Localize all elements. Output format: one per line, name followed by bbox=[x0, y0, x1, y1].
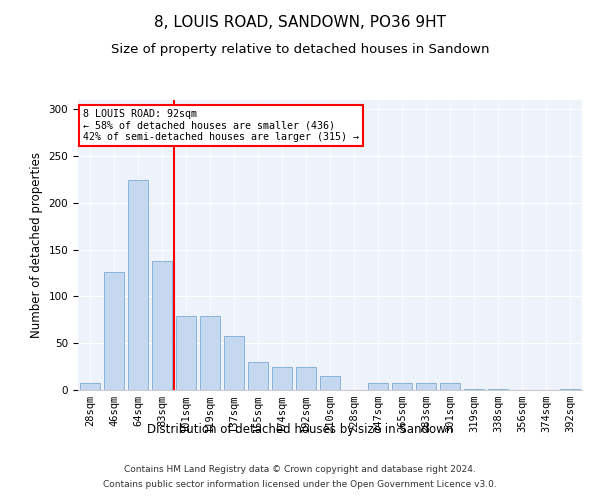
Bar bbox=[200, 316, 220, 390]
Bar bbox=[560, 389, 580, 390]
Text: Distribution of detached houses by size in Sandown: Distribution of detached houses by size … bbox=[147, 422, 453, 436]
Y-axis label: Number of detached properties: Number of detached properties bbox=[30, 152, 43, 338]
Text: Size of property relative to detached houses in Sandown: Size of property relative to detached ho… bbox=[111, 42, 489, 56]
Bar bbox=[272, 366, 292, 390]
Bar bbox=[464, 389, 484, 390]
Bar bbox=[152, 261, 172, 390]
Bar bbox=[80, 382, 100, 390]
Bar bbox=[368, 382, 388, 390]
Text: Contains public sector information licensed under the Open Government Licence v3: Contains public sector information licen… bbox=[103, 480, 497, 489]
Bar bbox=[488, 389, 508, 390]
Bar bbox=[320, 376, 340, 390]
Bar bbox=[248, 362, 268, 390]
Bar bbox=[128, 180, 148, 390]
Bar bbox=[416, 382, 436, 390]
Text: Contains HM Land Registry data © Crown copyright and database right 2024.: Contains HM Land Registry data © Crown c… bbox=[124, 465, 476, 474]
Text: 8 LOUIS ROAD: 92sqm
← 58% of detached houses are smaller (436)
42% of semi-detac: 8 LOUIS ROAD: 92sqm ← 58% of detached ho… bbox=[83, 108, 359, 142]
Bar bbox=[224, 336, 244, 390]
Bar bbox=[104, 272, 124, 390]
Text: 8, LOUIS ROAD, SANDOWN, PO36 9HT: 8, LOUIS ROAD, SANDOWN, PO36 9HT bbox=[154, 15, 446, 30]
Bar bbox=[440, 384, 460, 390]
Bar bbox=[296, 366, 316, 390]
Bar bbox=[176, 316, 196, 390]
Bar bbox=[392, 382, 412, 390]
